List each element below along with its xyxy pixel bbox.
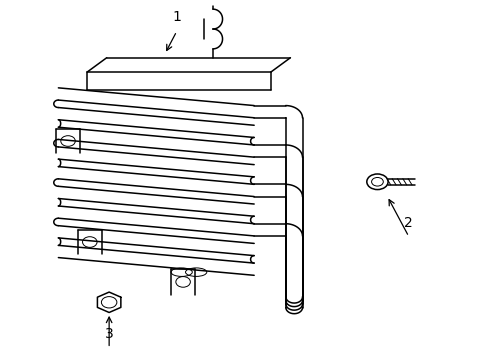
Text: 1: 1 xyxy=(172,10,181,24)
Text: 3: 3 xyxy=(104,327,113,341)
Text: 2: 2 xyxy=(404,216,412,230)
